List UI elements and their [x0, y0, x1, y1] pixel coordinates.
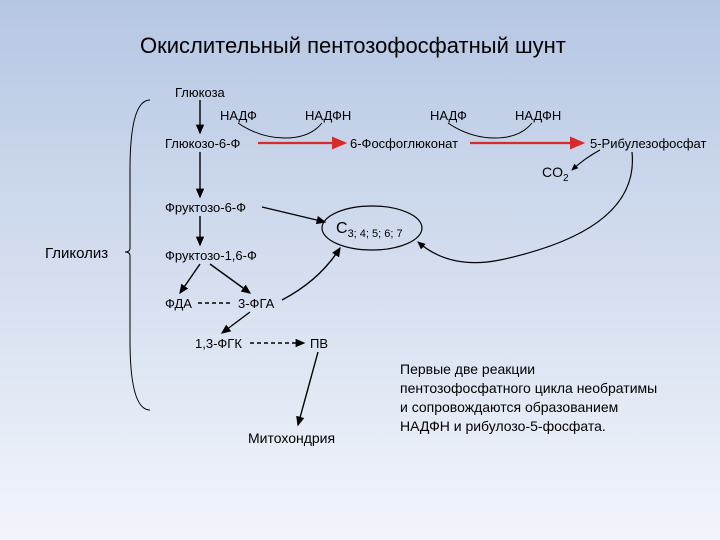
- arrow-r5p-co2: [572, 150, 600, 170]
- arrow-r5p-cpool: [418, 152, 632, 263]
- carbon-pool-ellipse: [322, 206, 422, 250]
- arrow-3pga-13pgk: [222, 312, 250, 333]
- arrow-3pga-cpool: [282, 248, 340, 300]
- diagram-canvas: Окислительный пентозофосфатный шунтГлико…: [0, 0, 720, 540]
- arrows-layer: [0, 0, 720, 540]
- arrow-f16p-fda: [180, 264, 200, 293]
- arrow-f6p-cpool: [262, 207, 325, 222]
- glycolysis-bracket: [125, 100, 150, 410]
- arrow-f16p-3pga: [210, 264, 250, 293]
- curve-nadp-2: [448, 123, 532, 138]
- curve-nadp-1: [238, 123, 322, 138]
- arrow-pv-mito: [298, 352, 318, 425]
